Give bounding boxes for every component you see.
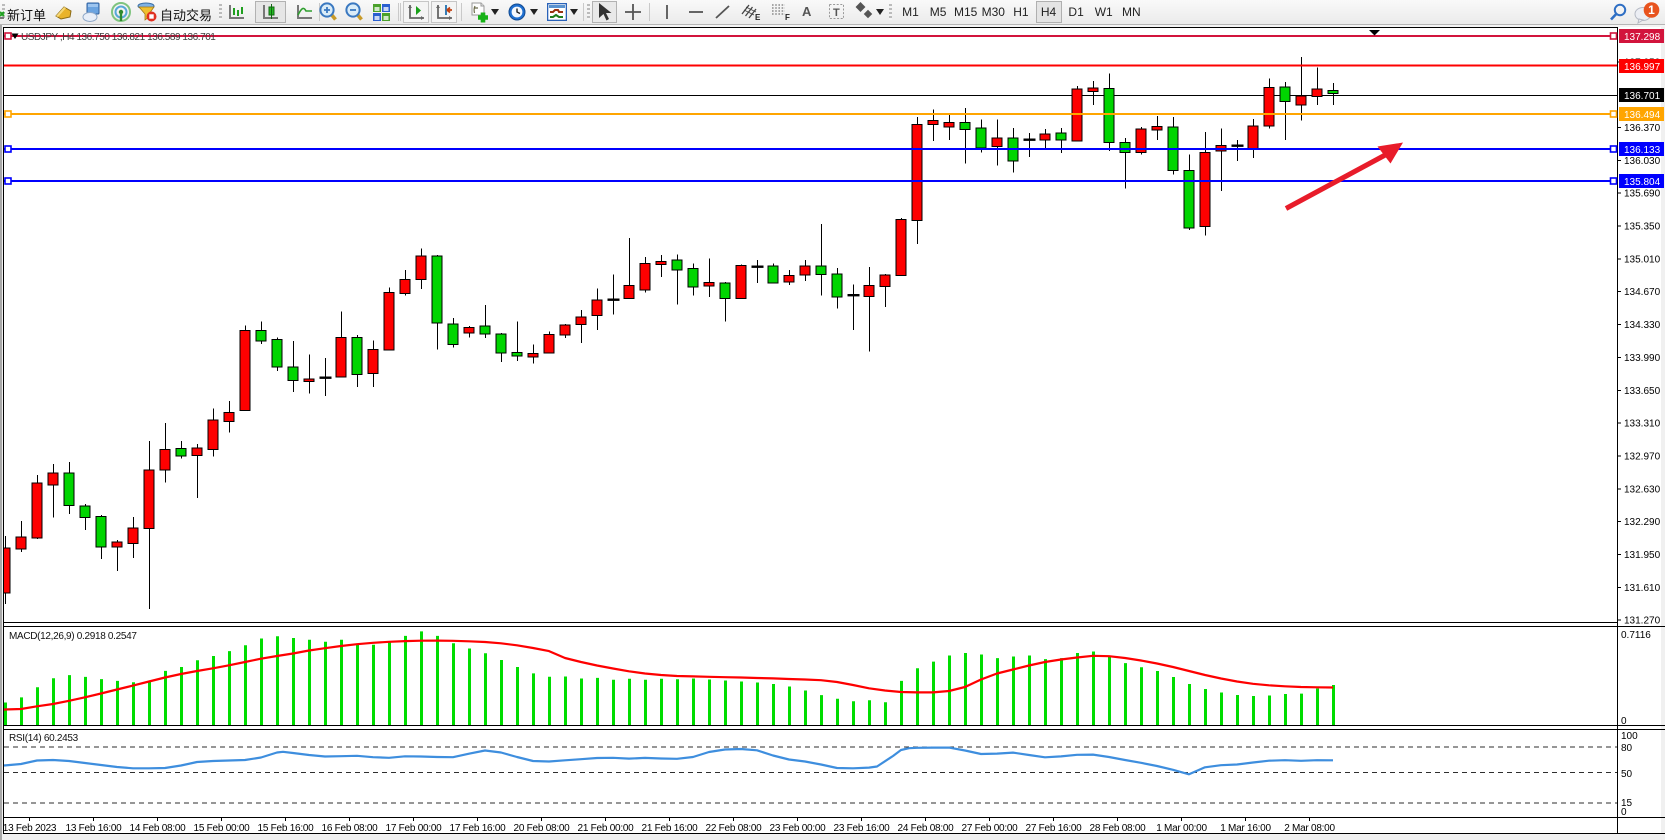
svg-text:E: E: [755, 13, 761, 22]
svg-text:136.370: 136.370: [1624, 123, 1661, 134]
svg-text:136.701: 136.701: [1624, 91, 1661, 102]
svg-text:16 Feb 08:00: 16 Feb 08:00: [322, 823, 379, 834]
svg-text:137.298: 137.298: [1624, 32, 1661, 43]
svg-text:1 Mar 00:00: 1 Mar 00:00: [1156, 823, 1207, 834]
svg-text:20 Feb 08:00: 20 Feb 08:00: [514, 823, 571, 834]
svg-text:RSI(14) 60.2453: RSI(14) 60.2453: [9, 733, 79, 744]
svg-text:131.950: 131.950: [1624, 550, 1661, 561]
svg-text:15 Feb 00:00: 15 Feb 00:00: [194, 823, 251, 834]
svg-text:17 Feb 00:00: 17 Feb 00:00: [386, 823, 443, 834]
svg-text:27 Feb 16:00: 27 Feb 16:00: [1026, 823, 1083, 834]
svg-text:50: 50: [1621, 769, 1633, 780]
svg-text:28 Feb 08:00: 28 Feb 08:00: [1090, 823, 1147, 834]
svg-text:2 Mar 08:00: 2 Mar 08:00: [1284, 823, 1335, 834]
svg-text:136.494: 136.494: [1624, 110, 1661, 121]
svg-text:135.010: 135.010: [1624, 254, 1661, 265]
svg-text:0.7116: 0.7116: [1621, 630, 1651, 641]
svg-text:133.650: 133.650: [1624, 386, 1661, 397]
svg-text:1 Mar 16:00: 1 Mar 16:00: [1220, 823, 1271, 834]
svg-text:14 Feb 08:00: 14 Feb 08:00: [130, 823, 187, 834]
svg-text:135.350: 135.350: [1624, 222, 1661, 233]
svg-text:23 Feb 00:00: 23 Feb 00:00: [770, 823, 827, 834]
svg-text:132.970: 132.970: [1624, 451, 1661, 462]
svg-text:131.610: 131.610: [1624, 583, 1661, 594]
svg-text:13 Feb 2023: 13 Feb 2023: [3, 823, 57, 834]
svg-text:27 Feb 00:00: 27 Feb 00:00: [962, 823, 1019, 834]
svg-text:15: 15: [1621, 798, 1633, 809]
svg-text:21 Feb 16:00: 21 Feb 16:00: [642, 823, 699, 834]
svg-text:133.310: 133.310: [1624, 419, 1661, 430]
svg-text:21 Feb 00:00: 21 Feb 00:00: [578, 823, 635, 834]
svg-text:13 Feb 16:00: 13 Feb 16:00: [66, 823, 123, 834]
svg-text:15 Feb 16:00: 15 Feb 16:00: [258, 823, 315, 834]
svg-text:134.330: 134.330: [1624, 320, 1661, 331]
svg-text:USDJPY ,H4 136.750 136.821 13: USDJPY ,H4 136.750 136.821 136.589 136.7…: [21, 32, 216, 43]
svg-text:T: T: [833, 7, 840, 19]
svg-text:132.290: 132.290: [1624, 517, 1661, 528]
svg-text:132.630: 132.630: [1624, 484, 1661, 495]
svg-text:MACD(12,26,9) 0.2918 0.2547: MACD(12,26,9) 0.2918 0.2547: [9, 631, 137, 642]
svg-text:0: 0: [1621, 716, 1627, 727]
svg-text:100: 100: [1621, 731, 1638, 742]
svg-text:131.270: 131.270: [1624, 616, 1661, 627]
svg-text:136.997: 136.997: [1624, 62, 1661, 73]
svg-text:17 Feb 16:00: 17 Feb 16:00: [450, 823, 507, 834]
svg-text:80: 80: [1621, 743, 1633, 754]
svg-text:136.030: 136.030: [1624, 156, 1661, 167]
svg-text:1: 1: [1648, 3, 1655, 17]
svg-text:134.670: 134.670: [1624, 287, 1661, 298]
svg-text:133.990: 133.990: [1624, 353, 1661, 364]
svg-text:0: 0: [1621, 807, 1627, 818]
svg-text:23 Feb 16:00: 23 Feb 16:00: [834, 823, 891, 834]
svg-text:22 Feb 08:00: 22 Feb 08:00: [706, 823, 763, 834]
svg-text:135.690: 135.690: [1624, 189, 1661, 200]
svg-text:135.804: 135.804: [1624, 177, 1661, 188]
svg-text:24 Feb 08:00: 24 Feb 08:00: [898, 823, 955, 834]
svg-text:136.133: 136.133: [1624, 145, 1661, 156]
svg-text:F: F: [785, 13, 790, 22]
